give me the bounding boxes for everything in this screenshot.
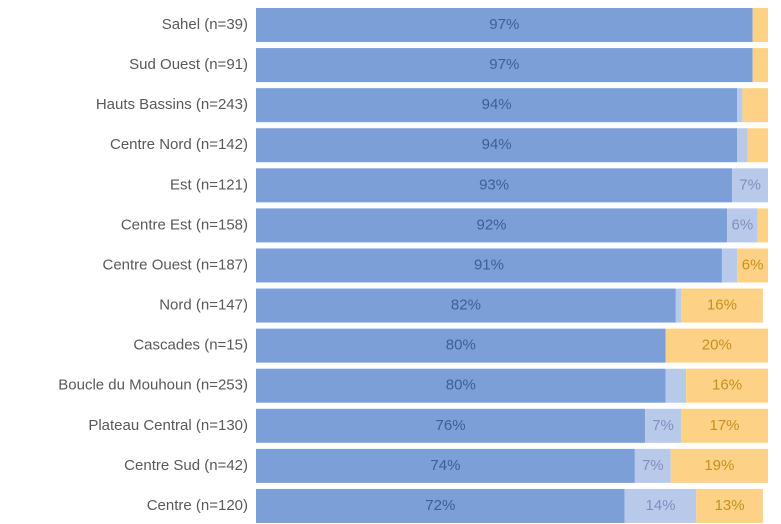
category-label: Plateau Central (n=130) <box>88 417 248 434</box>
value-label: 93% <box>479 176 509 193</box>
value-label: 94% <box>482 96 512 113</box>
value-label: 6% <box>742 256 764 273</box>
category-label: Centre Nord (n=142) <box>110 136 248 153</box>
bar-segment <box>256 328 666 363</box>
bar-segment <box>680 408 768 443</box>
bar-segment <box>686 368 768 403</box>
bar-segment <box>665 368 687 403</box>
bar-segment <box>752 48 768 83</box>
bar-segment <box>747 128 768 163</box>
value-label: 94% <box>482 136 512 153</box>
bar-segment <box>256 488 625 523</box>
value-label: 19% <box>704 457 734 474</box>
bar-segment <box>737 248 768 283</box>
category-label: Centre (n=120) <box>147 497 248 514</box>
value-label: 97% <box>489 56 519 73</box>
category-label: Sahel (n=39) <box>162 16 248 33</box>
bar-segment <box>256 288 676 323</box>
value-label: 76% <box>436 417 466 434</box>
category-label: Centre Ouest (n=187) <box>103 256 249 273</box>
bar-segment <box>737 88 743 123</box>
value-label: 82% <box>451 297 481 314</box>
value-label: 7% <box>739 176 761 193</box>
bar-segment <box>256 48 753 83</box>
category-label: Hauts Bassins (n=243) <box>96 96 248 113</box>
bar-segment <box>665 328 768 363</box>
value-label: 16% <box>707 297 737 314</box>
bar-segment <box>732 168 768 203</box>
value-label: 74% <box>430 457 460 474</box>
bar-segment <box>634 448 671 483</box>
bar-segment <box>680 288 763 323</box>
bar-segment <box>256 208 728 243</box>
bar-segment <box>727 208 758 243</box>
bar-segment <box>256 168 733 203</box>
category-label: Boucle du Mouhoun (n=253) <box>58 377 248 394</box>
bar-segment <box>737 128 748 163</box>
bar-segment <box>256 368 666 403</box>
bar-segment <box>256 408 646 443</box>
category-label: Nord (n=147) <box>159 297 248 314</box>
value-label: 6% <box>732 216 754 233</box>
bar-segment <box>721 248 738 283</box>
value-label: 7% <box>642 457 664 474</box>
bar-segment <box>256 248 722 283</box>
category-label: Sud Ouest (n=91) <box>129 56 248 73</box>
value-label: 16% <box>712 377 742 394</box>
bar-segment <box>752 8 768 42</box>
bar-segment <box>256 448 635 483</box>
value-label: 20% <box>702 337 732 354</box>
bar-segment <box>256 128 738 163</box>
value-label: 72% <box>425 497 455 514</box>
bar-segment <box>256 88 738 123</box>
bar-segment <box>624 488 697 523</box>
value-label: 97% <box>489 16 519 33</box>
value-label: 80% <box>446 377 476 394</box>
value-label: 91% <box>474 256 504 273</box>
bar-segment <box>256 8 753 42</box>
bar-segment <box>696 488 763 523</box>
value-label: 80% <box>446 337 476 354</box>
bar-segment <box>675 288 681 323</box>
category-label: Centre Sud (n=42) <box>124 457 248 474</box>
category-label: Est (n=121) <box>170 176 248 193</box>
bar-segment <box>742 88 768 123</box>
value-label: 13% <box>715 497 745 514</box>
value-label: 7% <box>652 417 674 434</box>
bar-segment <box>645 408 681 443</box>
value-label: 92% <box>477 216 507 233</box>
bar-segment <box>757 208 768 243</box>
value-label: 17% <box>709 417 739 434</box>
bar-segment <box>670 448 768 483</box>
category-label: Centre Est (n=158) <box>121 216 248 233</box>
category-label: Cascades (n=15) <box>133 337 248 354</box>
value-label: 14% <box>645 497 675 514</box>
